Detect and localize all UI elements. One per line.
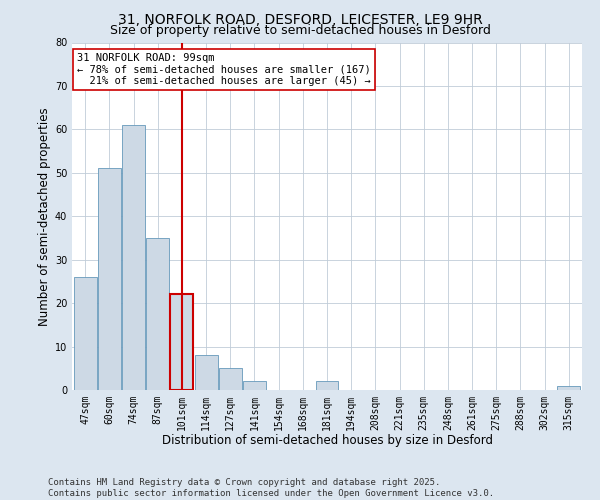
- Text: 31, NORFOLK ROAD, DESFORD, LEICESTER, LE9 9HR: 31, NORFOLK ROAD, DESFORD, LEICESTER, LE…: [118, 12, 482, 26]
- Text: 31 NORFOLK ROAD: 99sqm
← 78% of semi-detached houses are smaller (167)
  21% of : 31 NORFOLK ROAD: 99sqm ← 78% of semi-det…: [77, 53, 371, 86]
- X-axis label: Distribution of semi-detached houses by size in Desford: Distribution of semi-detached houses by …: [161, 434, 493, 448]
- Bar: [557, 386, 580, 390]
- Text: Size of property relative to semi-detached houses in Desford: Size of property relative to semi-detach…: [110, 24, 490, 37]
- Bar: [98, 168, 121, 390]
- Bar: [316, 382, 338, 390]
- Y-axis label: Number of semi-detached properties: Number of semi-detached properties: [38, 107, 50, 326]
- Bar: [122, 125, 145, 390]
- Bar: [194, 355, 218, 390]
- Bar: [74, 277, 97, 390]
- Bar: [243, 382, 266, 390]
- Bar: [170, 294, 193, 390]
- Bar: [219, 368, 242, 390]
- Bar: [146, 238, 169, 390]
- Text: Contains HM Land Registry data © Crown copyright and database right 2025.
Contai: Contains HM Land Registry data © Crown c…: [48, 478, 494, 498]
